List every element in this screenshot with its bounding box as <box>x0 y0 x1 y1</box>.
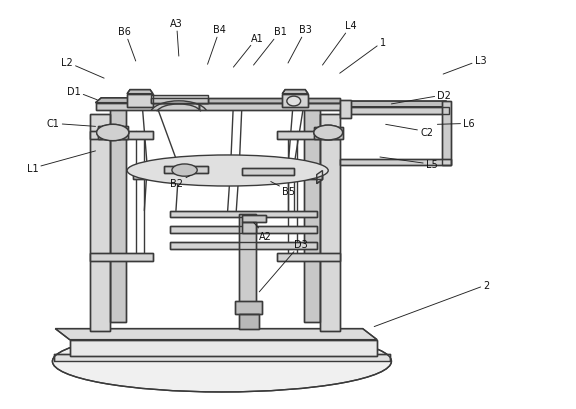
Text: L1: L1 <box>26 151 96 174</box>
Polygon shape <box>151 99 207 103</box>
Polygon shape <box>170 211 317 218</box>
Polygon shape <box>96 99 199 103</box>
Polygon shape <box>320 115 340 331</box>
Polygon shape <box>314 128 343 139</box>
Polygon shape <box>442 102 450 166</box>
Text: L4: L4 <box>323 21 357 66</box>
Text: B4: B4 <box>207 25 226 65</box>
Polygon shape <box>54 355 390 362</box>
Ellipse shape <box>52 331 392 392</box>
Polygon shape <box>55 329 377 340</box>
Text: A3: A3 <box>170 19 183 57</box>
Polygon shape <box>276 132 340 140</box>
Ellipse shape <box>97 125 129 142</box>
Text: D3: D3 <box>259 239 308 292</box>
Polygon shape <box>317 171 323 184</box>
Text: D2: D2 <box>392 90 451 105</box>
Text: C2: C2 <box>386 125 433 137</box>
Text: B3: B3 <box>288 25 312 64</box>
Ellipse shape <box>97 125 129 142</box>
Polygon shape <box>96 103 199 111</box>
Polygon shape <box>165 167 207 174</box>
Text: 2: 2 <box>374 280 490 327</box>
Polygon shape <box>127 90 153 94</box>
Polygon shape <box>196 99 340 103</box>
Polygon shape <box>242 169 294 176</box>
Ellipse shape <box>314 126 343 141</box>
Polygon shape <box>282 90 308 94</box>
Ellipse shape <box>127 155 328 187</box>
Polygon shape <box>340 108 449 115</box>
Polygon shape <box>276 254 340 262</box>
Polygon shape <box>239 215 256 302</box>
Text: B6: B6 <box>119 27 136 62</box>
Polygon shape <box>242 223 256 233</box>
Polygon shape <box>90 254 153 262</box>
Polygon shape <box>170 243 317 249</box>
Text: A1: A1 <box>233 34 263 68</box>
Polygon shape <box>127 94 153 108</box>
Polygon shape <box>238 314 259 329</box>
Polygon shape <box>151 96 207 103</box>
Polygon shape <box>110 109 126 323</box>
Ellipse shape <box>172 164 197 177</box>
Polygon shape <box>282 94 308 108</box>
Polygon shape <box>199 103 346 111</box>
Ellipse shape <box>314 126 343 141</box>
Polygon shape <box>90 132 153 140</box>
Text: L6: L6 <box>437 119 475 129</box>
Text: B1: B1 <box>253 27 286 66</box>
Polygon shape <box>340 101 351 119</box>
Text: L3: L3 <box>443 56 486 75</box>
Polygon shape <box>98 127 128 139</box>
Polygon shape <box>340 102 449 108</box>
Polygon shape <box>133 171 323 180</box>
Polygon shape <box>90 115 110 331</box>
Text: D1: D1 <box>67 86 97 101</box>
Text: L5: L5 <box>380 157 438 170</box>
Text: C1: C1 <box>47 119 96 129</box>
Text: L2: L2 <box>61 58 104 79</box>
Polygon shape <box>242 216 266 223</box>
Polygon shape <box>340 160 450 166</box>
Polygon shape <box>170 226 317 233</box>
Ellipse shape <box>287 97 301 107</box>
Text: B2: B2 <box>170 176 190 188</box>
Polygon shape <box>235 301 262 315</box>
Polygon shape <box>304 109 320 323</box>
Text: A2: A2 <box>253 223 272 241</box>
Text: 1: 1 <box>340 38 386 74</box>
Polygon shape <box>70 340 377 356</box>
Text: B5: B5 <box>271 182 295 196</box>
